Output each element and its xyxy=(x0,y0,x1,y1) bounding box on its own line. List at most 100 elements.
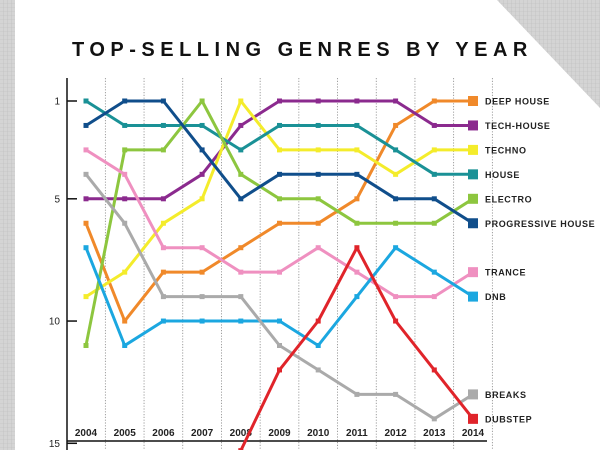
data-point xyxy=(277,122,282,128)
x-tick-label: 2009 xyxy=(268,428,291,439)
data-point xyxy=(83,343,89,348)
data-point xyxy=(122,318,128,324)
data-point xyxy=(238,147,244,153)
data-point xyxy=(354,245,360,251)
data-point xyxy=(277,269,282,275)
data-point xyxy=(431,294,437,300)
data-point xyxy=(83,147,89,153)
data-point xyxy=(354,294,360,300)
data-point xyxy=(393,245,399,251)
x-tick-label: 2011 xyxy=(346,428,368,439)
data-point xyxy=(277,318,282,324)
data-point xyxy=(277,343,282,348)
legend-swatch-dubstep xyxy=(468,413,478,424)
data-point xyxy=(315,367,321,373)
legend-label-breaks: BREAKS xyxy=(485,390,527,400)
legend-label-progressive-house: PROGRESSIVE HOUSE xyxy=(485,219,595,229)
data-point xyxy=(160,147,166,153)
data-point xyxy=(238,171,244,177)
data-point xyxy=(83,196,89,202)
data-point xyxy=(122,147,128,153)
data-point xyxy=(122,343,128,348)
data-point xyxy=(238,245,244,251)
data-point xyxy=(315,171,321,177)
data-point xyxy=(160,196,166,202)
data-point xyxy=(431,220,437,226)
data-point xyxy=(431,122,437,128)
data-point xyxy=(431,196,437,202)
legend-swatch-techno xyxy=(468,144,478,155)
data-point xyxy=(315,196,321,202)
data-point xyxy=(160,269,166,275)
data-point xyxy=(277,196,282,202)
data-point xyxy=(122,269,128,275)
data-point xyxy=(315,147,321,153)
data-point xyxy=(199,245,205,251)
data-point xyxy=(431,269,437,275)
data-point xyxy=(393,147,399,153)
legend-label-techno: TECHNO xyxy=(485,145,527,155)
data-point xyxy=(238,196,244,202)
data-point xyxy=(431,367,437,373)
data-point xyxy=(393,294,399,300)
legend-label-tech-house: TECH-HOUSE xyxy=(485,121,551,131)
legend-label-house: HOUSE xyxy=(485,170,520,180)
legend-label-dnb: DNB xyxy=(485,292,506,302)
data-point xyxy=(122,122,128,128)
data-point xyxy=(354,171,360,177)
data-point xyxy=(393,391,399,397)
data-point xyxy=(83,220,89,226)
data-point xyxy=(199,318,205,324)
data-point xyxy=(238,269,244,275)
data-point xyxy=(199,294,205,300)
y-tick-label: 15 xyxy=(49,439,61,450)
x-tick-label: 2005 xyxy=(114,428,137,439)
legend-label-electro: ELECTRO xyxy=(485,194,532,204)
x-tick-label: 2014 xyxy=(462,428,485,439)
legend-swatch-electro xyxy=(468,193,478,204)
data-point xyxy=(160,245,166,251)
data-point xyxy=(354,196,360,202)
data-point xyxy=(160,98,166,104)
data-point xyxy=(315,220,321,226)
data-point xyxy=(393,196,399,202)
data-point xyxy=(199,269,205,275)
data-point xyxy=(431,171,437,177)
data-point xyxy=(160,318,166,324)
data-point xyxy=(199,122,205,128)
corner-pattern xyxy=(497,0,600,108)
x-tick-label: 2006 xyxy=(152,428,175,439)
data-point xyxy=(315,318,321,324)
data-point xyxy=(354,391,360,397)
data-point xyxy=(83,98,89,104)
x-tick-label: 2007 xyxy=(191,428,214,439)
x-tick-label: 2008 xyxy=(230,428,253,439)
data-point xyxy=(238,448,244,450)
data-point xyxy=(354,147,360,153)
legend-swatch-tech-house xyxy=(468,120,478,131)
y-tick-label: 10 xyxy=(49,317,61,328)
data-point xyxy=(238,318,244,324)
data-point xyxy=(83,245,89,251)
data-point xyxy=(199,171,205,177)
data-point xyxy=(238,122,244,128)
data-point xyxy=(315,98,321,104)
series-line-dubstep xyxy=(239,246,475,450)
y-tick-label: 1 xyxy=(54,97,60,108)
data-point xyxy=(393,220,399,226)
legend-label-deep-house: DEEP HOUSE xyxy=(485,97,550,107)
data-point xyxy=(160,122,166,128)
legend-swatch-house xyxy=(468,169,478,180)
legend-swatch-progressive-house xyxy=(468,218,478,229)
data-point xyxy=(160,294,166,300)
data-point xyxy=(122,171,128,177)
legend-swatch-breaks xyxy=(468,389,478,400)
data-point xyxy=(393,98,399,104)
data-point xyxy=(354,122,360,128)
data-point xyxy=(160,220,166,226)
data-point xyxy=(83,171,89,177)
data-point xyxy=(354,269,360,275)
x-tick-label: 2012 xyxy=(384,428,407,439)
data-point xyxy=(238,98,244,104)
